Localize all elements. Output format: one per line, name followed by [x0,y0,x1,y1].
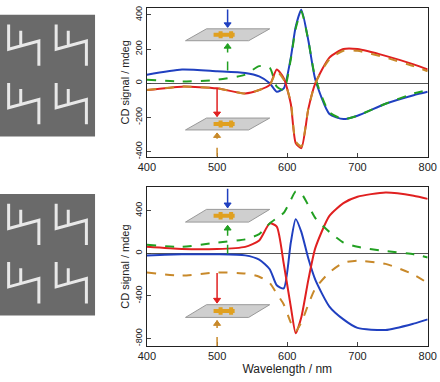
svg-text:600: 600 [278,350,296,362]
svg-text:400: 400 [138,161,156,173]
svg-text:400: 400 [134,202,144,217]
svg-text:-800: -800 [134,328,144,346]
svg-text:400: 400 [138,350,156,362]
svg-text:Wavelength / nm: Wavelength / nm [242,362,332,376]
svg-text:700: 700 [348,161,366,173]
svg-text:400: 400 [134,6,144,21]
svg-text:600: 600 [278,161,296,173]
svg-text:0: 0 [134,249,144,254]
svg-text:800: 800 [419,350,437,362]
svg-text:200: 200 [134,40,144,55]
svg-text:-400: -400 [134,141,144,159]
svg-text:500: 500 [208,161,226,173]
svg-text:CD signal / mdeg: CD signal / mdeg [119,40,131,124]
svg-text:800: 800 [419,161,437,173]
svg-text:-200: -200 [134,107,144,125]
svg-text:CD signal / mdeg: CD signal / mdeg [119,224,131,308]
svg-text:500: 500 [208,350,226,362]
svg-text:-400: -400 [134,286,144,304]
svg-text:700: 700 [348,350,366,362]
svg-text:0: 0 [134,79,144,84]
